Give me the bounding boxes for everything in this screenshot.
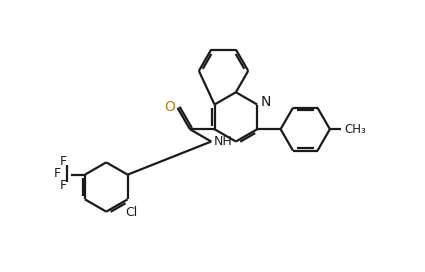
- Text: F: F: [60, 155, 67, 168]
- Text: NH: NH: [213, 135, 232, 148]
- Text: F: F: [60, 179, 67, 192]
- Text: N: N: [261, 95, 271, 109]
- Text: Cl: Cl: [125, 206, 137, 219]
- Text: F: F: [54, 167, 61, 180]
- Text: CH₃: CH₃: [345, 123, 366, 136]
- Text: O: O: [164, 100, 175, 114]
